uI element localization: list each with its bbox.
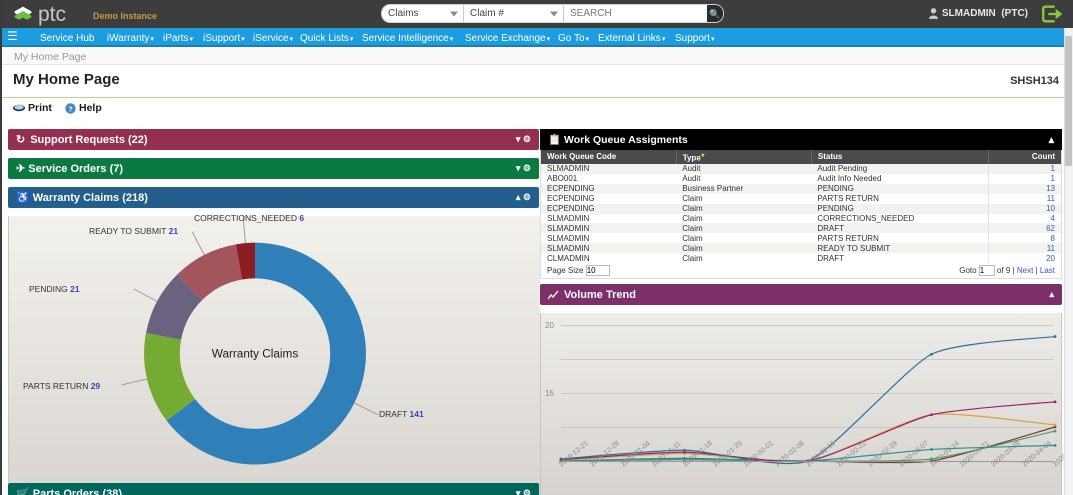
- svg-text:?: ?: [68, 106, 72, 113]
- svg-text:Warranty Claims: Warranty Claims: [212, 347, 299, 360]
